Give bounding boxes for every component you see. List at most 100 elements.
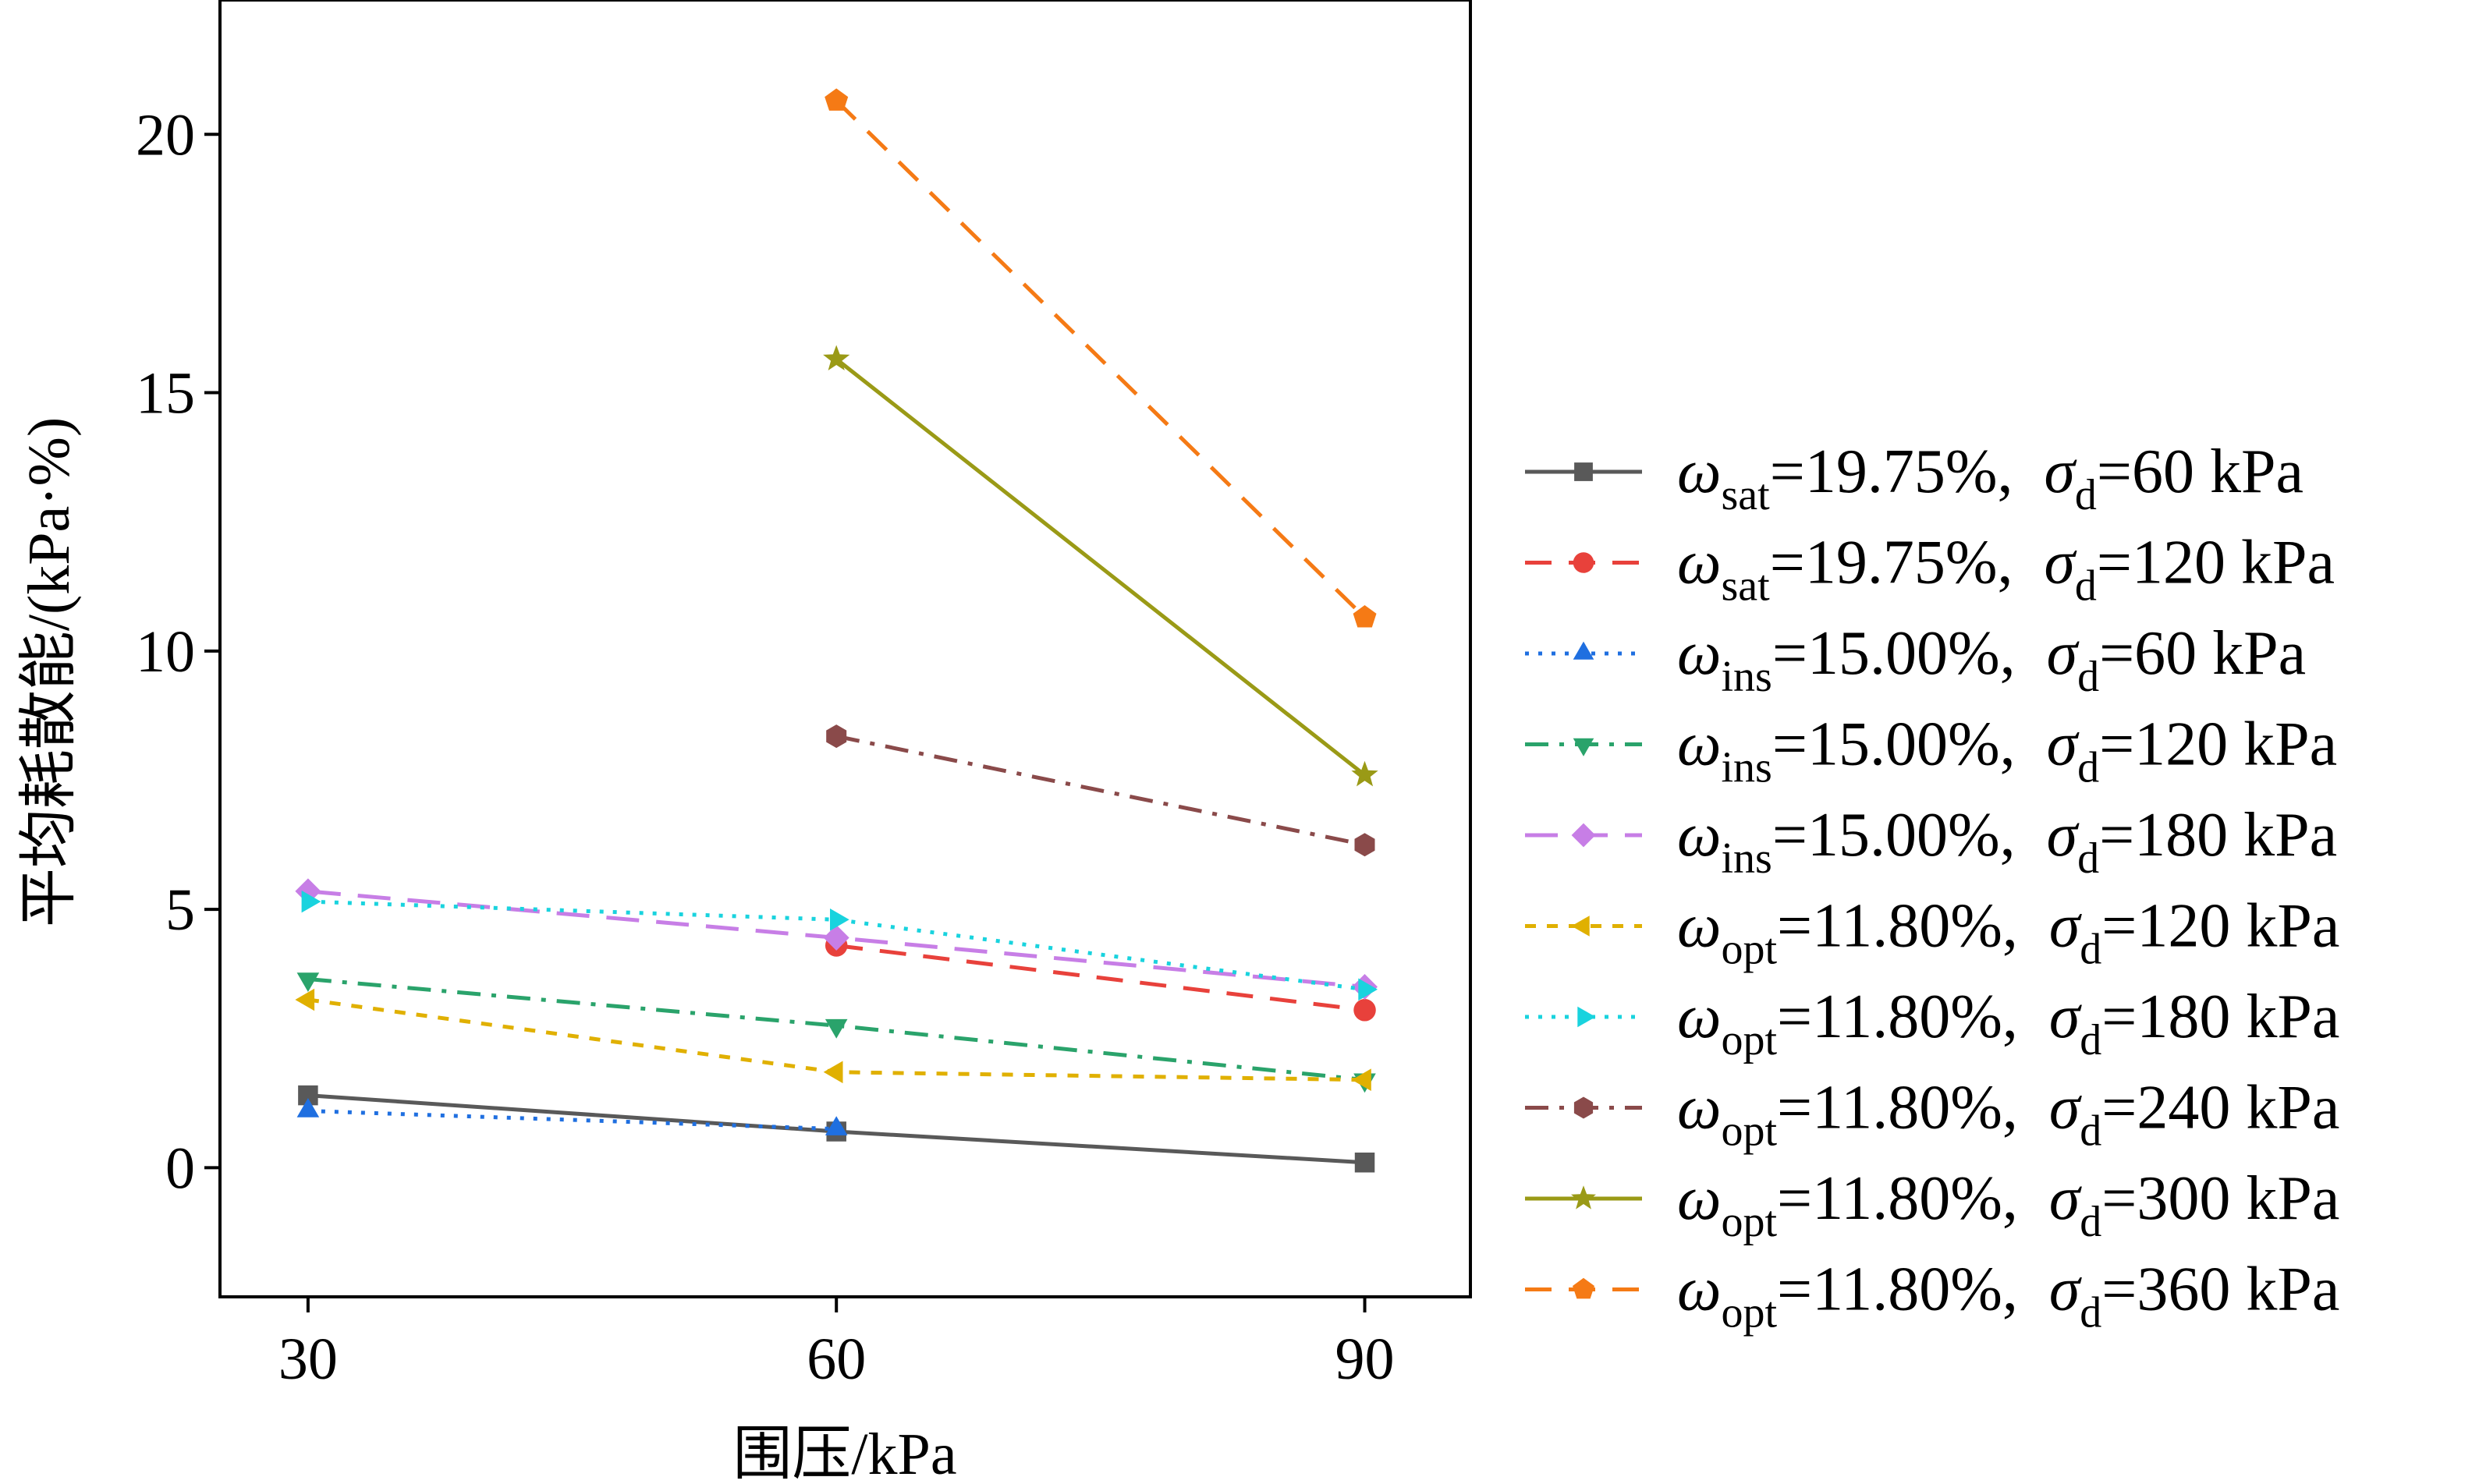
series-line [835,944,1365,1012]
x-axis: 30 60 90 [278,1297,1395,1392]
legend-label: ωins=15.00%, σd=60 kPa [1677,619,2306,701]
y-tick-label: 15 [136,361,195,427]
series-8 [826,724,1375,857]
y-axis-title: 平均耗散能/(kPa·%) [16,417,82,927]
legend-item: ωopt=11.80%, σd=240 kPa [1525,1074,2339,1156]
legend-item: ωsat=19.75%, σd=120 kPa [1525,529,2335,611]
legend-marker [1573,641,1594,660]
legend-sigma: σ [2049,1074,2082,1142]
legend-item: ωsat=19.75%, σd=60 kPa [1525,437,2304,519]
y-tick-label: 10 [136,619,195,685]
legend-load: =60 kPa [2099,619,2306,688]
data-point [301,890,321,913]
legend-sigma-sub: d [2077,834,2099,883]
series-layer [295,88,1378,1173]
legend-sigma-sub: d [2080,1107,2101,1156]
series-9 [823,345,1378,787]
data-point [826,724,847,749]
legend-marker [1573,738,1594,756]
legend-label: ωopt=11.80%, σd=360 kPa [1677,1256,2339,1337]
legend-sub: ins [1721,744,1772,792]
legend-item: ωins=15.00%, σd=120 kPa [1525,710,2337,792]
legend-sigma: σ [2049,983,2082,1051]
legend-marker [1574,462,1593,481]
legend-label: ωins=15.00%, σd=180 kPa [1677,801,2337,883]
y-tick-label: 20 [136,102,195,168]
y-tick-label: 5 [165,877,195,943]
y-axis: 0 5 10 15 20 [136,102,220,1201]
legend-label: ωopt=11.80%, σd=240 kPa [1677,1074,2339,1156]
legend-marker [1573,1277,1594,1299]
legend-marker [1573,1096,1594,1119]
legend-load: =240 kPa [2101,1074,2339,1142]
x-tick-label: 60 [807,1326,866,1392]
legend-sigma: σ [2044,529,2077,597]
legend-sub: opt [1721,1107,1777,1156]
legend-var: ω [1677,619,1721,688]
legend-var: ω [1677,892,1721,961]
series-line [835,99,1367,619]
legend-label: ωins=15.00%, σd=120 kPa [1677,710,2337,792]
legend-load: =360 kPa [2101,1256,2339,1324]
data-point [830,908,849,931]
series-3 [296,1098,848,1135]
data-point [1352,1068,1371,1091]
legend-var: ω [1677,801,1721,870]
legend-sub: sat [1721,562,1770,611]
legend-var: ω [1677,1164,1721,1233]
legend-marker [1571,916,1590,937]
data-point [825,1018,848,1039]
data-point [1353,999,1376,1022]
plot-frame [218,0,1472,1298]
legend-sub: opt [1721,1198,1777,1246]
legend-sigma-sub: d [2077,744,2099,792]
legend-item: ωins=15.00%, σd=180 kPa [1525,801,2337,883]
legend-item: ωopt=11.80%, σd=120 kPa [1525,892,2339,974]
series-line [307,1109,837,1132]
legend-load: =120 kPa [2101,892,2339,961]
legend-pct: =11.80%, [1777,892,2018,961]
legend-label: ωopt=11.80%, σd=300 kPa [1677,1164,2339,1246]
legend-sigma: σ [2047,619,2080,688]
series-line [307,899,1365,992]
x-tick-label: 30 [278,1326,338,1392]
legend-sigma: σ [2049,1164,2082,1233]
legend-pct: =15.00%, [1772,801,2016,870]
data-point [825,1116,848,1135]
y-tick-label: 0 [165,1135,195,1201]
legend-label: ωopt=11.80%, σd=120 kPa [1677,892,2339,974]
legend-item: ωopt=11.80%, σd=180 kPa [1525,983,2339,1064]
legend-label: ωsat=19.75%, σd=60 kPa [1677,437,2304,519]
series-2 [825,934,1376,1022]
data-point [296,1098,320,1117]
legend-sub: opt [1721,926,1777,974]
legend-load: =120 kPa [2097,529,2335,597]
series-7 [301,890,1378,1001]
legend-pct: =19.75%, [1770,437,2013,506]
legend-var: ω [1677,437,1721,506]
data-point [1353,605,1377,628]
legend-pct: =11.80%, [1777,1256,2018,1324]
series-5 [295,878,1378,1000]
legend-sub: opt [1721,1289,1777,1337]
data-point [296,972,320,992]
data-point [1354,1152,1375,1173]
legend-pct: =11.80%, [1777,1074,2018,1142]
series-line [835,734,1366,847]
legend-marker [1573,552,1594,573]
legend-sub: ins [1721,834,1772,883]
legend-sigma: σ [2047,801,2080,870]
series-6 [295,988,1371,1091]
legend-load: =120 kPa [2099,710,2337,779]
data-point [1358,978,1378,1001]
legend-sigma-sub: d [2075,471,2097,519]
data-point [295,988,315,1011]
x-axis-title: 围压/kPa [732,1422,956,1484]
legend-var: ω [1677,1256,1721,1324]
data-point [823,1061,843,1084]
legend-pct: =11.80%, [1777,983,2018,1051]
x-tick-label: 90 [1335,1326,1395,1392]
legend-marker [1577,1006,1596,1028]
legend-load: =180 kPa [2101,983,2339,1051]
data-point [1351,760,1378,787]
